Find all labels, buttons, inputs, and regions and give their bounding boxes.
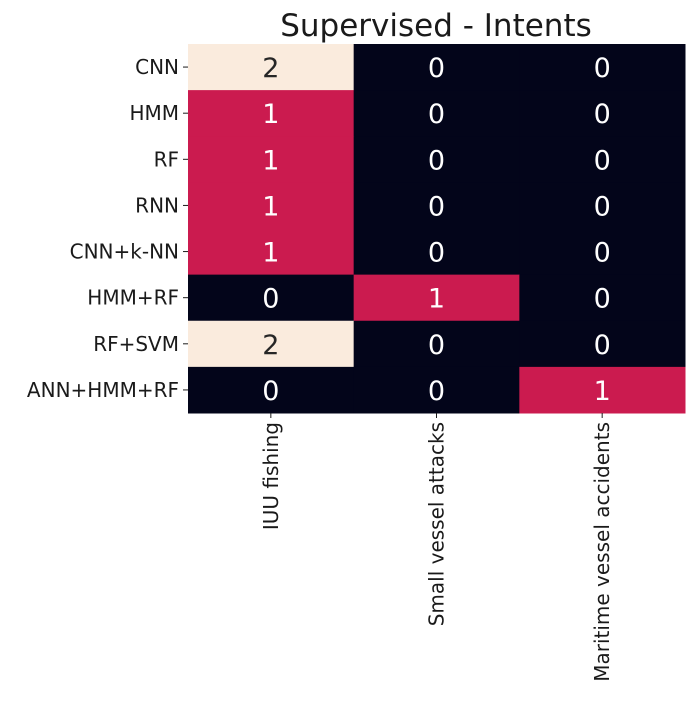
heatmap-cell xyxy=(188,366,355,414)
cell-value-label: 0 xyxy=(262,376,279,407)
heatmap-cell xyxy=(519,274,686,322)
cell-value-label: 2 xyxy=(262,53,279,84)
x-tick-label: Small vessel attacks xyxy=(425,422,449,626)
cell-value-label: 0 xyxy=(428,99,445,130)
heatmap-cell xyxy=(353,182,520,229)
heatmap-cell xyxy=(353,228,520,276)
cell-value-label: 0 xyxy=(594,191,611,222)
cell-value-label: 0 xyxy=(428,191,445,222)
heatmap-cell xyxy=(353,320,520,368)
cell-value-label: 1 xyxy=(594,376,611,407)
heatmap-cell xyxy=(188,320,355,368)
heatmap-cell xyxy=(353,366,520,414)
cell-value-label: 0 xyxy=(428,330,445,361)
cell-value-label: 0 xyxy=(594,284,611,315)
y-tick-label: CNN+k-NN xyxy=(70,240,179,264)
y-tick-label: RNN xyxy=(135,193,179,217)
heatmap-cell xyxy=(188,44,355,91)
heatmap-cell xyxy=(353,274,520,322)
heatmap-cell xyxy=(519,136,686,183)
heatmap-cell xyxy=(353,44,520,91)
heatmap-cell xyxy=(188,182,355,229)
y-tick-label: RF xyxy=(154,147,179,171)
cell-value-label: 0 xyxy=(428,238,445,269)
heatmap-cells xyxy=(188,44,686,414)
cell-value-label: 0 xyxy=(594,330,611,361)
cell-value-label: 0 xyxy=(428,145,445,176)
y-tick-label: HMM+RF xyxy=(87,286,179,310)
y-tick-label: ANN+HMM+RF xyxy=(27,378,179,402)
heatmap-cell xyxy=(519,44,686,91)
cell-value-label: 0 xyxy=(594,145,611,176)
cell-value-label: 0 xyxy=(262,284,279,315)
cell-value-label: 1 xyxy=(262,191,279,222)
heatmap-annotations: 2 0 0 1 0 0 1 0 0 1 0 0 1 0 0 0 1 0 2 0 0 0 0 1 xyxy=(262,53,611,407)
heatmap-cell xyxy=(188,228,355,276)
heatmap-cell xyxy=(519,366,686,414)
cell-value-label: 0 xyxy=(428,376,445,407)
x-axis: IUU fishing Small vessel attacks Maritime … xyxy=(259,413,614,682)
y-axis: CNN HMM RF RNN CNN+k-NN HMM+RF RF+SVM ANN+HMM+R… xyxy=(27,55,188,402)
cell-value-label: 1 xyxy=(262,145,279,176)
heatmap-cell xyxy=(519,320,686,368)
heatmap-cell xyxy=(188,90,355,137)
heatmap-cell xyxy=(353,136,520,183)
cell-value-label: 1 xyxy=(262,99,279,130)
cell-value-label: 0 xyxy=(594,53,611,84)
cell-value-label: 1 xyxy=(428,284,445,315)
y-tick-label: CNN xyxy=(135,55,179,79)
heatmap-cell xyxy=(353,90,520,137)
cell-value-label: 0 xyxy=(594,238,611,269)
chart-title: Supervised - Intents xyxy=(280,8,592,44)
heatmap-cell xyxy=(188,136,355,183)
y-tick-label: RF+SVM xyxy=(93,332,179,356)
heatmap-cell xyxy=(519,182,686,229)
cell-value-label: 0 xyxy=(428,53,445,84)
x-tick-label: Maritime vessel accidents xyxy=(590,422,614,682)
y-tick-label: HMM xyxy=(129,101,179,125)
heatmap-cell xyxy=(519,228,686,276)
heatmap-cell xyxy=(519,90,686,137)
x-tick-label: IUU fishing xyxy=(259,422,283,530)
heatmap-cell xyxy=(188,274,355,322)
cell-value-label: 2 xyxy=(262,330,279,361)
cell-value-label: 1 xyxy=(262,238,279,269)
cell-value-label: 0 xyxy=(594,99,611,130)
